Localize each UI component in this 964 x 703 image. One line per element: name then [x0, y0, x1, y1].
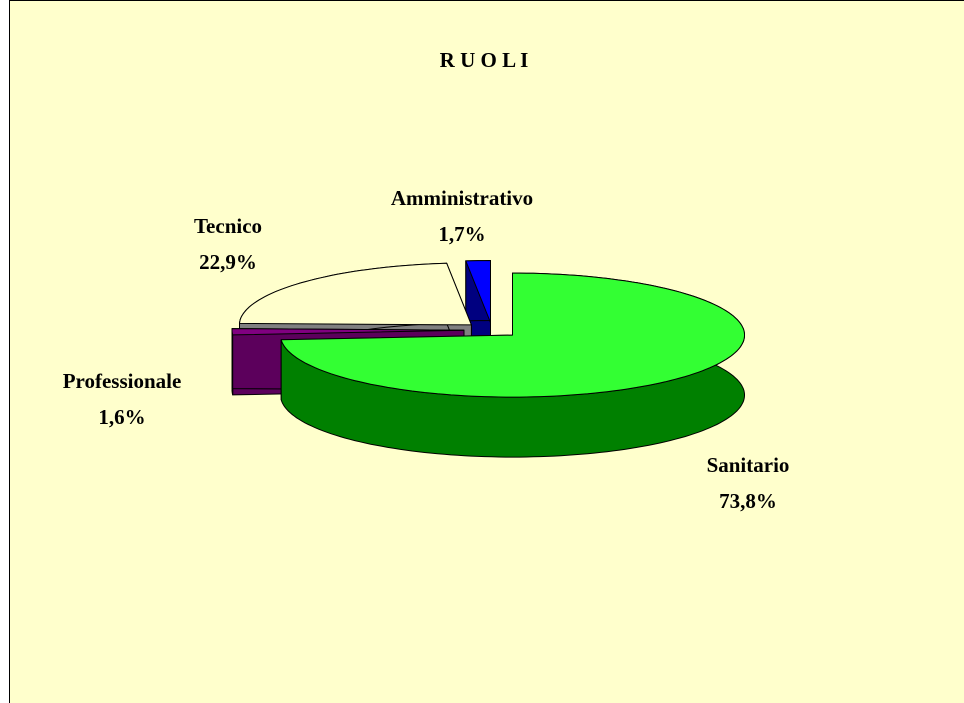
slice-value-label: 22,9% [199, 250, 257, 274]
slice-top [231, 328, 465, 336]
slice-wall [231, 328, 234, 396]
slice-value-label: 1,6% [98, 405, 145, 429]
slice-label: Sanitario [707, 453, 790, 477]
slice-label: Amministrativo [391, 186, 533, 210]
slice-label: Tecnico [194, 214, 262, 238]
slice-label: Professionale [63, 369, 182, 393]
slice-value-label: 1,7% [438, 222, 485, 246]
slice-top [465, 260, 491, 323]
slice-top [280, 272, 745, 398]
chart-title: R U O L I [440, 48, 529, 72]
slice-value-label: 73,8% [719, 489, 777, 513]
pie-slice [280, 272, 745, 458]
slice-top [239, 262, 472, 326]
